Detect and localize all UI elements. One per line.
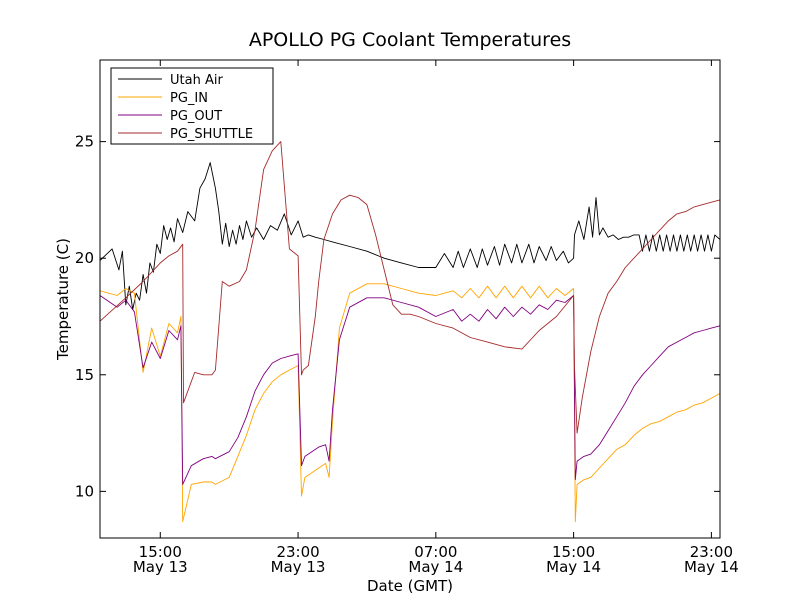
- x-tick-label-date: May 13: [133, 558, 188, 576]
- x-tick-label-date: May 14: [408, 558, 463, 576]
- y-tick-label: 20: [75, 249, 94, 267]
- x-tick-label-time: 15:00: [139, 543, 182, 561]
- legend-label: PG_IN: [170, 91, 208, 106]
- legend: Utah Air PG_IN PG_OUT PG_SHUTTLE: [110, 67, 274, 145]
- y-tick-label: 15: [75, 366, 94, 384]
- x-tick-label-time: 15:00: [552, 543, 595, 561]
- x-tick-label-time: 23:00: [276, 543, 319, 561]
- x-axis-label: Date (GMT): [367, 577, 453, 595]
- series-line-pg-shuttle: [99, 141, 721, 434]
- y-tick-label: 25: [75, 133, 94, 151]
- legend-box: [110, 67, 274, 145]
- chart-title: APOLLO PG Coolant Temperatures: [249, 29, 571, 51]
- series-line-pg-in: [99, 283, 721, 523]
- legend-label: Utah Air: [170, 73, 223, 88]
- x-tick-label-date: May 14: [684, 558, 739, 576]
- y-tick-label: 10: [75, 482, 94, 500]
- y-axis-label: Temperature (C): [54, 238, 72, 361]
- x-tick-label-time: 07:00: [414, 543, 457, 561]
- series-group: [99, 141, 721, 523]
- legend-label: PG_OUT: [170, 109, 222, 124]
- x-tick-label-date: May 13: [271, 558, 326, 576]
- series-line-pg-out: [99, 295, 721, 485]
- x-tick-label-date: May 14: [546, 558, 601, 576]
- plot-border: [99, 59, 721, 539]
- legend-label: PG_SHUTTLE: [170, 127, 253, 142]
- x-tick-label-time: 23:00: [690, 543, 733, 561]
